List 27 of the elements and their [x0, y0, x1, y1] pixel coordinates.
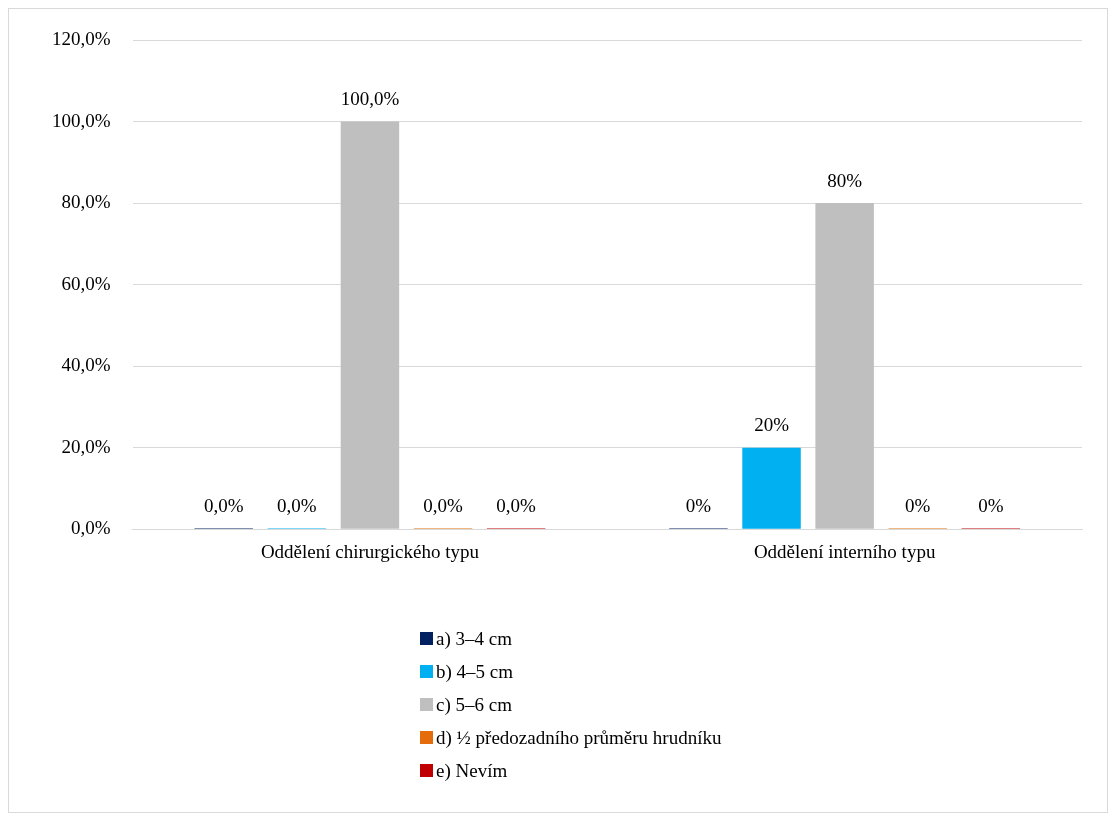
- data-label: 0,0%: [496, 494, 537, 516]
- data-label: 0,0%: [423, 494, 463, 516]
- legend-label: a) 3–4 cm: [436, 627, 512, 650]
- y-tick-label: 100,0%: [52, 109, 111, 131]
- y-tick-label: 80,0%: [61, 191, 111, 213]
- y-tick-label: 60,0%: [61, 272, 111, 294]
- data-label: 0%: [978, 494, 1004, 516]
- bar: [742, 447, 801, 529]
- x-tick-label: Oddělení interního typu: [753, 540, 936, 562]
- y-tick-label: 20,0%: [61, 435, 111, 457]
- data-label: 80%: [827, 169, 863, 191]
- y-tick-label: 40,0%: [61, 354, 111, 376]
- data-label: 100,0%: [340, 88, 400, 110]
- y-tick-label: 0,0%: [71, 517, 111, 539]
- bar: [815, 203, 874, 529]
- data-label: 0,0%: [203, 494, 244, 516]
- legend-label: c) 5–6 cm: [436, 693, 512, 716]
- x-tick-label: Oddělení chirurgického typu: [260, 540, 480, 562]
- legend-label: d) ½ předozadního průměru hrudníku: [436, 726, 722, 749]
- bar: [340, 121, 400, 529]
- data-label: 0,0%: [277, 494, 317, 516]
- legend-label: b) 4–5 cm: [436, 660, 514, 683]
- data-label: 0%: [905, 494, 931, 516]
- y-tick-label: 120,0%: [52, 27, 111, 49]
- legend-label: e) Nevím: [436, 759, 508, 782]
- data-label: 20%: [754, 414, 790, 436]
- data-label: 0%: [685, 494, 712, 516]
